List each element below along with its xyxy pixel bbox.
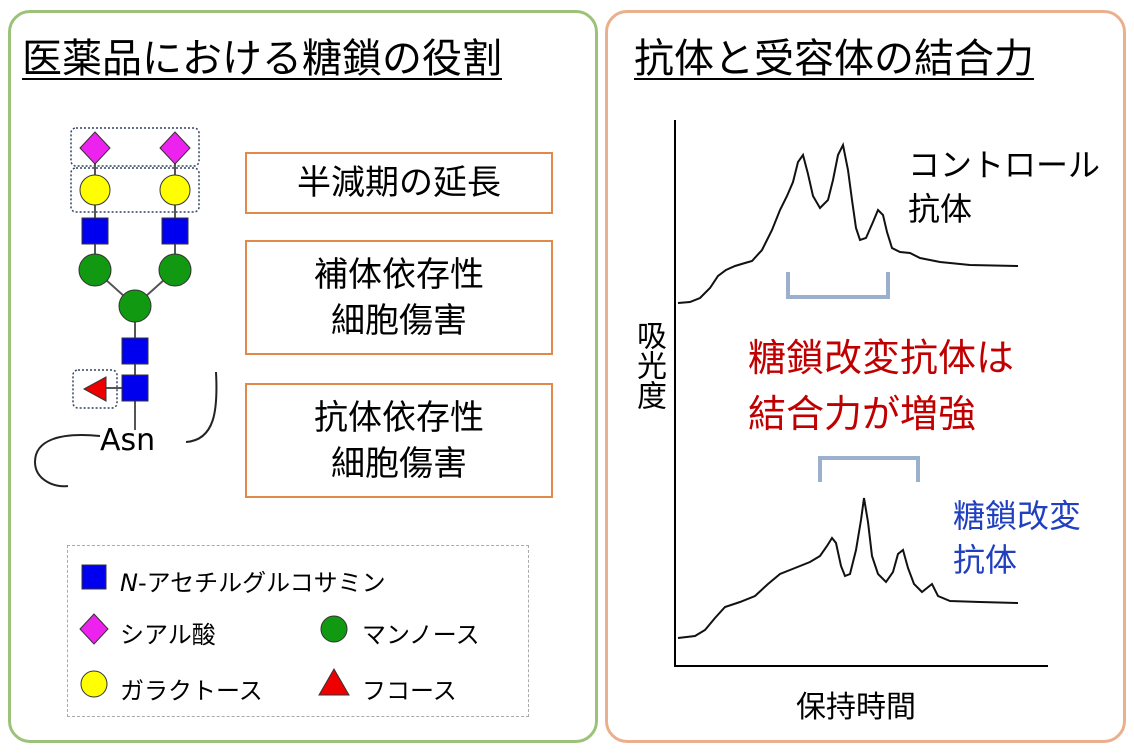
legend-glcnac-italic: N [120, 569, 138, 597]
legend-glcnac-symbol [81, 564, 107, 590]
control-label-line1: コントロール [908, 146, 1101, 184]
legend-sialic-label: シアル酸 [120, 621, 216, 649]
modified-label-line1: 糖鎖改変 [953, 497, 1082, 535]
sialic-group-box [70, 127, 200, 167]
y-axis-label: 吸光度 [631, 320, 666, 410]
legend-fucose-symbol [318, 667, 350, 696]
control-bracket [786, 272, 890, 299]
role-cdc-line2: 細胞傷害 [331, 300, 467, 341]
galactose-left [79, 174, 111, 206]
mannose-left [78, 253, 112, 287]
asn-label: Asn [100, 423, 156, 458]
legend-mannose-symbol [320, 615, 348, 643]
legend-galactose-symbol [80, 670, 108, 698]
left-panel-title: 医薬品における糖鎖の役割 [22, 36, 502, 82]
control-label: コントロール 抗体 [908, 143, 1100, 231]
glcnac-core-lower [121, 374, 149, 402]
glycan-structure [33, 127, 218, 488]
chromatogram [674, 120, 1048, 667]
legend-sialic-symbol [79, 613, 109, 645]
conclusion-line1: 糖鎖改変抗体は [748, 336, 1015, 380]
x-axis-label: 保持時間 [796, 690, 916, 725]
modified-trace [677, 497, 1019, 639]
legend-glcnac-rest: -アセチルグルコサミン [137, 569, 386, 597]
role-cdc: 補体依存性 細胞傷害 [245, 240, 553, 355]
glcnac-right [161, 217, 189, 245]
modified-label-line2: 抗体 [953, 541, 1018, 579]
peptide-backbone-left [33, 434, 101, 488]
conclusion-text: 糖鎖改変抗体は 結合力が増強 [748, 330, 1014, 442]
modified-label: 糖鎖改変 抗体 [953, 494, 1081, 582]
role-cdc-line1: 補体依存性 [314, 254, 484, 295]
mannose-core [118, 289, 152, 323]
control-label-line2: 抗体 [908, 190, 973, 228]
galactose-group-box [70, 167, 200, 213]
role-half-life: 半減期の延長 [245, 152, 553, 214]
peptide-backbone-right [185, 371, 218, 443]
fucose [82, 376, 107, 402]
modified-bracket [818, 456, 920, 482]
legend-galactose-label: ガラクトース [120, 677, 263, 705]
galactose-right [159, 174, 191, 206]
control-trace [677, 141, 1019, 304]
legend-symbols [79, 564, 350, 698]
role-adcc: 抗体依存性 細胞傷害 [245, 383, 553, 498]
sialic-acid-left [79, 131, 111, 165]
mannose-right [158, 253, 192, 287]
role-adcc-line2: 細胞傷害 [331, 443, 467, 484]
legend-fucose-label: フコース [362, 677, 457, 705]
right-panel [605, 10, 1126, 743]
legend-mannose-label: マンノース [362, 621, 480, 649]
conclusion-line2: 結合力が増強 [748, 392, 977, 436]
legend [67, 545, 529, 717]
role-half-life-text: 半減期の延長 [297, 163, 501, 203]
role-adcc-line1: 抗体依存性 [314, 397, 484, 438]
legend-glcnac-label: N-アセチルグルコサミン [120, 563, 386, 598]
sialic-acid-right [159, 131, 191, 165]
glcnac-left [81, 217, 109, 245]
fucose-group-box [72, 369, 118, 409]
glcnac-core-upper [121, 337, 149, 365]
right-panel-title: 抗体と受容体の結合力 [634, 36, 1034, 82]
